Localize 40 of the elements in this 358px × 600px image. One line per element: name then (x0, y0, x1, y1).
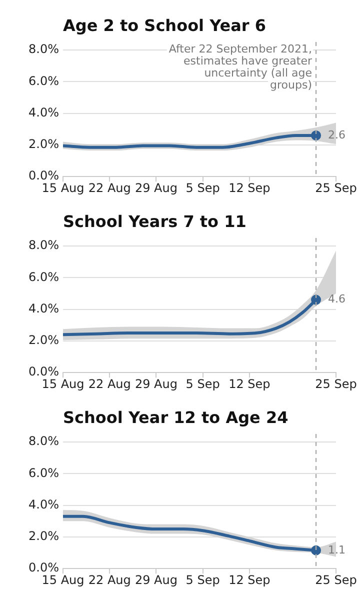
x-tick-label: 12 Sep (228, 572, 270, 587)
data-label: 2.6 (328, 128, 346, 142)
x-tick-label: 15 Aug (42, 180, 84, 195)
data-label: 4.6 (328, 292, 346, 306)
y-tick-label: 6.0% (28, 74, 59, 88)
y-tick-label: 8.0% (28, 42, 59, 56)
y-tick-label: 8.0% (28, 434, 59, 448)
x-tick-label: 12 Sep (228, 376, 270, 391)
y-tick-label: 0.0% (28, 560, 59, 575)
x-tick-label: 22 Aug (88, 572, 131, 587)
ref-line-label: After 22 September 2021, estimates have greater uncertainty (all age groups) (168, 42, 312, 92)
y-tick-label: 8.0% (28, 238, 59, 252)
x-tick-label: 5 Sep (186, 572, 220, 587)
x-tick-label: 12 Sep (228, 180, 270, 195)
y-tick-label: 2.0% (28, 529, 59, 544)
y-tick-label: 0.0% (28, 364, 59, 379)
x-tick-label: 5 Sep (186, 180, 220, 195)
y-tick-label: 6.0% (28, 270, 59, 284)
x-tick-label: 29 Aug (134, 180, 178, 195)
x-tick-label: 22 Aug (88, 376, 131, 391)
x-tick-label: 5 Sep (186, 376, 220, 391)
x-tick-label: 15 Aug (42, 572, 84, 587)
y-tick-label: 4.0% (28, 497, 59, 512)
y-tick-label: 6.0% (28, 466, 59, 480)
chart-title: Age 2 to School Year 6 (63, 16, 266, 35)
x-tick-label: 25 Sep (315, 180, 357, 195)
chart-title: School Years 7 to 11 (63, 212, 246, 231)
x-tick-label: 22 Aug (88, 180, 131, 195)
y-tick-label: 2.0% (28, 333, 59, 348)
x-tick-label: 25 Sep (315, 376, 357, 391)
x-tick-label: 15 Aug (42, 376, 84, 391)
x-tick-label: 29 Aug (134, 572, 178, 587)
y-tick-label: 4.0% (28, 105, 59, 120)
y-tick-label: 0.0% (28, 168, 59, 183)
chart-title: School Year 12 to Age 24 (63, 408, 288, 427)
y-tick-label: 2.0% (28, 137, 59, 152)
x-tick-label: 25 Sep (315, 572, 357, 587)
x-tick-label: 29 Aug (134, 376, 178, 391)
y-tick-label: 4.0% (28, 301, 59, 316)
data-label: 1.1 (328, 543, 346, 556)
